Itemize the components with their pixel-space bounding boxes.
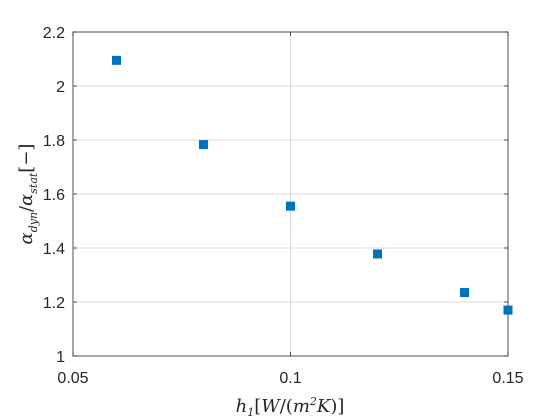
y-tick-label: 1	[56, 349, 65, 366]
data-point	[373, 249, 382, 259]
y-tick-label: 1.8	[43, 133, 65, 150]
data-point	[503, 305, 513, 315]
x-tick-labels: 0.05 0.1 0.15	[57, 370, 523, 387]
y-tick-label: 1.6	[43, 187, 65, 204]
x-axis-label: h1[W/(m2K)]	[236, 395, 345, 419]
x-tick-label: 0.1	[279, 370, 301, 387]
y-tick-labels: 1 1.2 1.4 1.6 1.8 2 2.2	[43, 25, 65, 366]
y-tick-label: 1.2	[43, 295, 65, 312]
y-axis-label: αdyn/αstat[−]	[16, 144, 40, 245]
y-tick-label: 1.4	[43, 241, 65, 258]
data-points	[112, 55, 513, 315]
data-point	[199, 140, 208, 150]
axis-ticks	[72, 31, 509, 357]
grid-lines	[73, 32, 508, 356]
x-tick-label: 0.05	[57, 370, 88, 387]
y-tick-label: 2	[56, 79, 65, 96]
x-tick-label: 0.15	[492, 370, 523, 387]
data-point	[112, 55, 121, 65]
data-point	[460, 288, 469, 298]
y-tick-label: 2.2	[43, 25, 65, 42]
data-point	[286, 201, 295, 211]
